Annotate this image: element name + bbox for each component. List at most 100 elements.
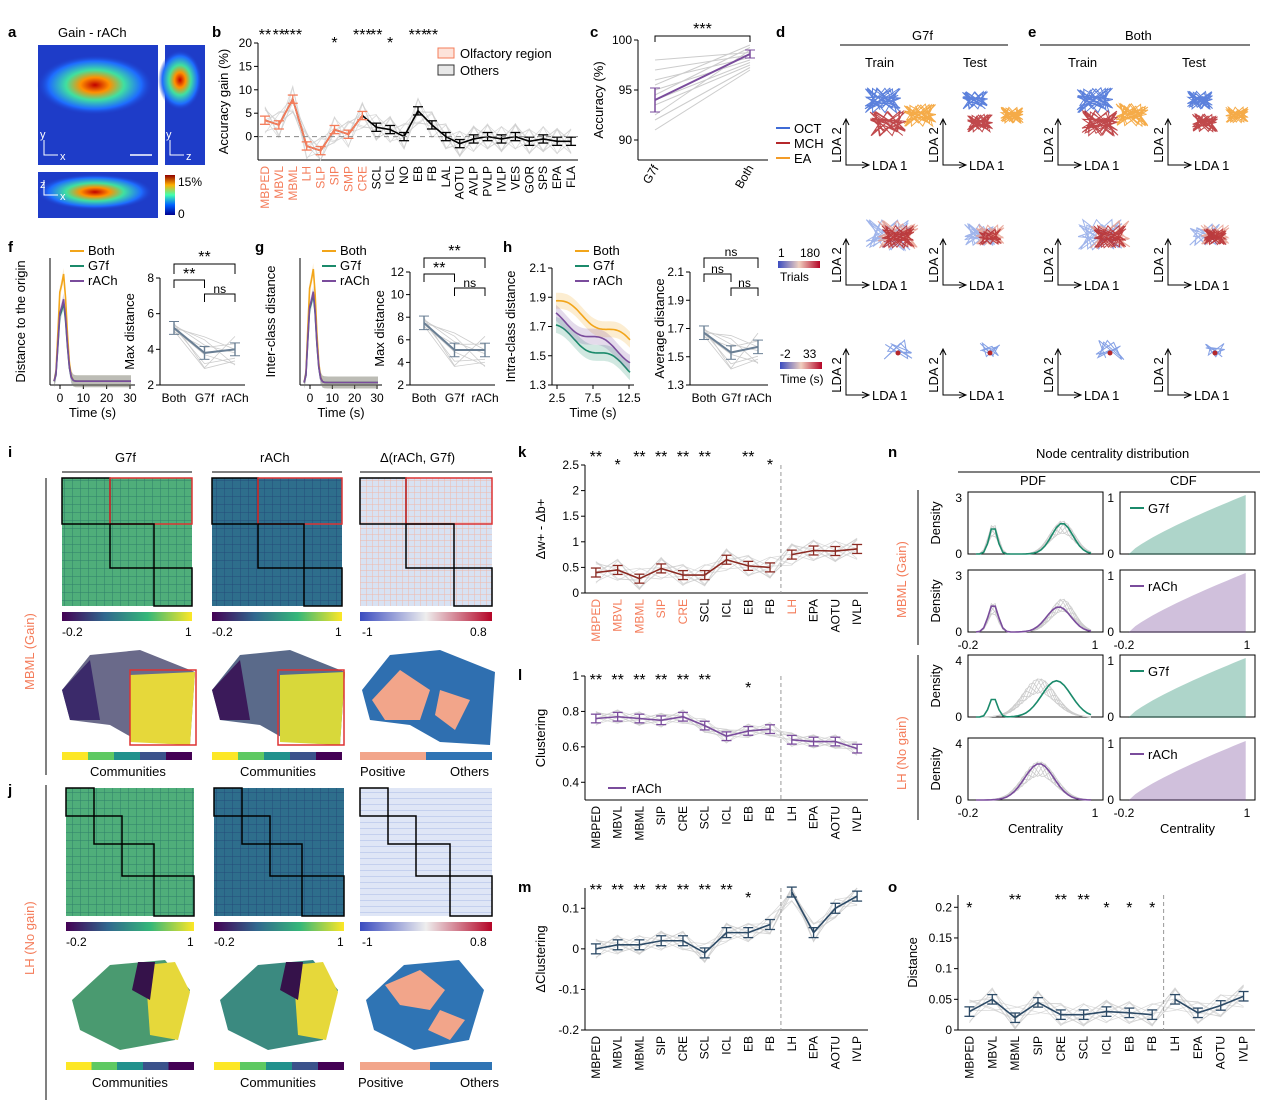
x-tick-label: EB xyxy=(741,599,755,615)
lda-arrow xyxy=(958,281,968,289)
y-axis-label: Accuracy (%) xyxy=(591,61,606,138)
x-tick-label: SLP xyxy=(314,166,328,189)
x-tick-label: ICL xyxy=(720,1036,734,1055)
panel-f: Distance to the origin Time (s) 0 10 20 30 Bot… xyxy=(13,243,249,420)
lda-y-label: LDA 2 xyxy=(1041,127,1056,162)
panel-j: LH (No gain) -0.2 1 -0.2 1 -1 0.8 xyxy=(22,785,500,1100)
trials-colorbar xyxy=(778,261,820,268)
colorbar-min: 0 xyxy=(178,207,185,221)
x-tick-label: LH xyxy=(785,806,799,821)
corr-matrix-g7f xyxy=(62,478,192,606)
significance-star: *** xyxy=(283,27,302,44)
x-tick-label: MBPED xyxy=(258,166,272,209)
x-tick-label: 0 xyxy=(307,391,314,405)
bracket-g7f-rach xyxy=(730,287,759,296)
x-tick-label: CRE xyxy=(676,1036,690,1061)
axis-x-label: x xyxy=(60,191,66,203)
panel-letter-h: h xyxy=(503,239,512,256)
lda-arrow xyxy=(1054,237,1062,246)
lda-trajectory xyxy=(975,223,1005,246)
trials-min: 1 xyxy=(778,246,785,260)
confidence-band xyxy=(556,316,630,381)
y-tick-label: 0 xyxy=(955,710,962,724)
corr-matrix-g7f xyxy=(66,788,194,916)
series-line xyxy=(303,291,378,384)
panel-k: 0 0.5 1 1.5 2 2.5 Δw+ - Δb+ MBPED ** MBVL * MBML ** S… xyxy=(533,449,868,642)
y-axis-label: Clustering xyxy=(533,709,548,768)
lda-arrow xyxy=(842,347,850,356)
y-tick-label: 20 xyxy=(239,36,253,50)
cb-min: -0.2 xyxy=(214,935,235,949)
col-test: Test xyxy=(1182,55,1206,70)
lda-x-label: LDA 1 xyxy=(1194,278,1229,293)
significance-star: *** xyxy=(353,27,372,44)
x-tick-label: SIP xyxy=(654,599,668,618)
y-tick-label: 2 xyxy=(397,378,404,392)
x-tick-label: CRE xyxy=(676,599,690,624)
bracket-g7f-rach xyxy=(204,293,236,302)
x-tick-label: SCL xyxy=(698,806,712,830)
x-tick-label: EPA xyxy=(807,1036,821,1059)
x-tick-label: MBML xyxy=(632,1036,646,1071)
x-axis-label: Centrality xyxy=(1008,821,1063,836)
y-axis-label: Distance xyxy=(905,937,920,988)
panel-e-title: Both xyxy=(1125,28,1152,43)
lda-trajectory xyxy=(869,109,907,137)
y-tick-label: 10 xyxy=(239,83,253,97)
y-tick-label: 95 xyxy=(619,83,633,97)
y-axis-label: Density xyxy=(928,664,943,708)
significance-star: ** xyxy=(677,672,689,689)
x-tick-label: 12.5 xyxy=(617,391,641,405)
lda-arrow xyxy=(1073,391,1083,399)
significance-star: ** xyxy=(426,27,438,44)
significance-star: ** xyxy=(633,882,645,899)
side-label-lh: LH (No gain) xyxy=(894,716,909,790)
y-tick-label: 0 xyxy=(1107,710,1114,724)
col-rach: rACh xyxy=(260,450,290,465)
panel-m: -0.2 -0.1 0 0.1 ΔClustering MBPED ** MBVL ** MBML… xyxy=(533,882,868,1079)
axis-y-label: y xyxy=(166,129,172,141)
x-tick-label: ICL xyxy=(1100,1036,1114,1055)
significance-mark: ns xyxy=(725,245,738,259)
significance-star: ** xyxy=(1055,892,1067,909)
x-tick-label: SCL xyxy=(1077,1036,1091,1060)
lda-trajectory xyxy=(864,87,902,114)
side-label-mbml: MBML (Gain) xyxy=(894,541,909,618)
individual-pdf xyxy=(976,679,1092,718)
lda-arrow xyxy=(1054,117,1062,126)
y-tick-label: 100 xyxy=(612,33,632,47)
x-tick-label: EB xyxy=(741,1036,755,1052)
lda-y-label: LDA 2 xyxy=(1151,247,1166,282)
x-tick-label: EB xyxy=(411,166,425,182)
cb-max: 1 xyxy=(335,625,342,639)
communities-bar-rach xyxy=(212,752,342,760)
individual-trace xyxy=(423,325,486,367)
olfactory-mean-line xyxy=(264,96,364,152)
individual-trace xyxy=(173,327,236,365)
colorbar-rach xyxy=(214,922,344,931)
significance-star: ** xyxy=(590,449,602,466)
x-tick-label: SCL xyxy=(698,599,712,623)
x-tick-label: EB xyxy=(1122,1036,1136,1052)
significance-star: ** xyxy=(370,27,382,44)
y-tick-label: 1.3 xyxy=(667,378,684,392)
lda-y-label: LDA 2 xyxy=(1041,357,1056,392)
lda-axes xyxy=(942,120,965,166)
x-axis-label: Centrality xyxy=(1160,821,1215,836)
lda-origin xyxy=(1107,350,1113,356)
communities-bar-g7f xyxy=(62,752,192,760)
axis-z-label: z xyxy=(40,179,46,191)
x-tick-label: SIP xyxy=(654,1036,668,1055)
colorbar-max: 15% xyxy=(178,175,202,189)
significance-mark: ** xyxy=(183,266,195,283)
cdf-axes xyxy=(1119,737,1256,801)
x-tick-label: 2.5 xyxy=(549,391,566,405)
x-tick-label: AOTU xyxy=(828,1036,842,1069)
x-tick-label: ICL xyxy=(720,599,734,618)
y-tick-label: 0 xyxy=(1107,793,1114,807)
side-label-mbml: MBML (Gain) xyxy=(22,613,37,690)
col-pdf: PDF xyxy=(1020,473,1046,488)
x-tick-label: MBPED xyxy=(589,1036,603,1079)
legend-others-swatch xyxy=(437,64,455,76)
